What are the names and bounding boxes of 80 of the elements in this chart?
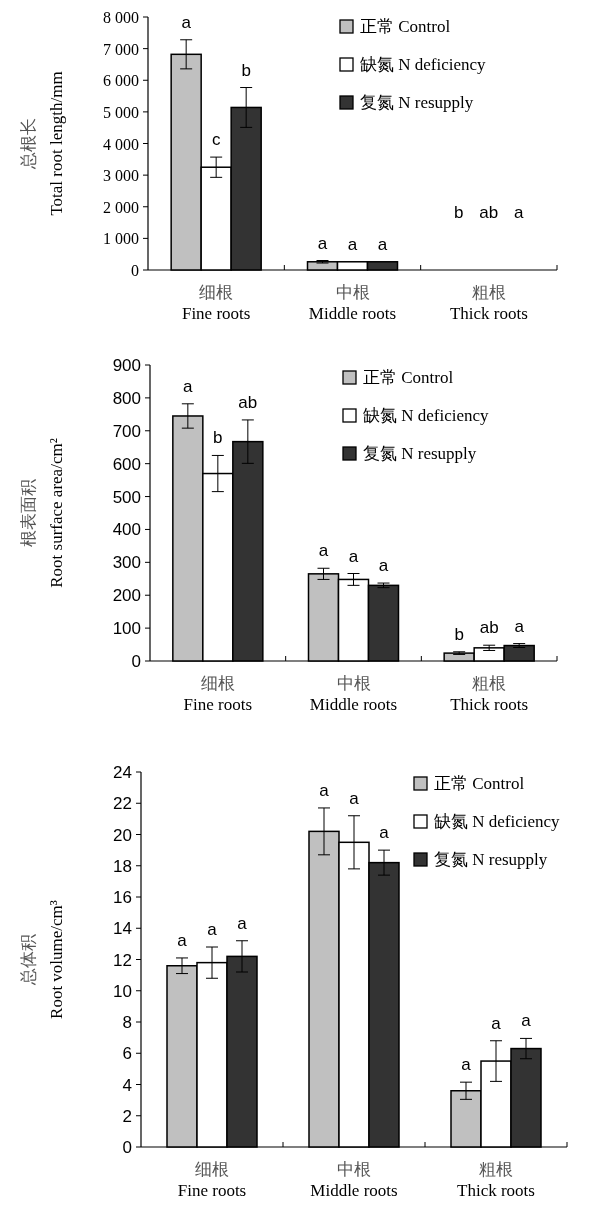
y-tick-label: 10 bbox=[113, 981, 132, 1001]
data-label: a bbox=[379, 823, 390, 843]
data-label: a bbox=[378, 556, 389, 576]
y-tick-label: 24 bbox=[113, 763, 132, 782]
legend-label: 缺氮 N deficiency bbox=[360, 55, 487, 74]
y-tick-label: 12 bbox=[113, 950, 132, 970]
x-tick-label: 粗根 Thick roots bbox=[457, 1160, 535, 1200]
y-axis-title: 根表面积 Root surface area/cm² bbox=[19, 438, 66, 588]
y-tick-label: 8 000 bbox=[103, 9, 139, 26]
y-tick-label: 20 bbox=[113, 825, 132, 845]
y-tick-label: 7 000 bbox=[103, 40, 139, 58]
legend-label: 复氮 N resupply bbox=[360, 93, 474, 112]
data-label: a bbox=[237, 913, 248, 933]
data-label: a bbox=[521, 1011, 532, 1031]
data-label: a bbox=[347, 234, 358, 254]
y-tick-label: 1 000 bbox=[103, 230, 139, 248]
data-label: b bbox=[241, 60, 251, 80]
data-label: a bbox=[181, 12, 192, 32]
data-label: a bbox=[317, 233, 328, 253]
y-tick-label: 16 bbox=[113, 888, 132, 907]
data-label: a bbox=[491, 1013, 502, 1033]
x-tick-label: 细根 Fine roots bbox=[183, 674, 253, 714]
data-label: a bbox=[207, 920, 218, 939]
data-label: c bbox=[211, 130, 221, 150]
y-tick-label: 8 bbox=[122, 1013, 132, 1032]
legend-label: 缺氮 N deficiency bbox=[434, 812, 561, 831]
data-label: a bbox=[377, 234, 388, 254]
y-tick-label: 18 bbox=[113, 856, 132, 876]
y-tick-label: 0 bbox=[122, 1138, 132, 1157]
y-tick-label: 22 bbox=[113, 794, 132, 814]
data-label: a bbox=[318, 541, 329, 561]
text: b bbox=[454, 203, 464, 222]
y-axis-title: 总体积 Root volume/cm³ bbox=[19, 900, 66, 1019]
legend-label: 正常 Control bbox=[360, 17, 451, 36]
y-tick-label: 2 bbox=[122, 1106, 132, 1126]
data-label: a bbox=[319, 780, 330, 800]
y-tick-label: 800 bbox=[112, 388, 141, 408]
data-label: a bbox=[348, 546, 359, 566]
x-tick-label: 中根 Middle roots bbox=[309, 674, 398, 714]
data-label: ab bbox=[238, 392, 258, 412]
x-tick-label: 粗根 Thick roots bbox=[450, 674, 529, 714]
y-tick-label: 600 bbox=[112, 454, 141, 474]
y-tick-label: 4 000 bbox=[103, 135, 139, 153]
text: a bbox=[514, 203, 524, 222]
y-tick-label: 14 bbox=[113, 919, 132, 939]
y-tick-label: 500 bbox=[112, 487, 141, 507]
y-tick-label: 6 000 bbox=[103, 72, 139, 90]
legend-label: 正常 Control bbox=[363, 368, 454, 387]
legend-label: 缺氮 N deficiency bbox=[363, 406, 490, 425]
data-label: a bbox=[514, 616, 525, 636]
x-tick-label: 粗根 Thick roots bbox=[449, 283, 528, 323]
data-label: ab bbox=[479, 618, 499, 638]
legend-label: 复氮 N resupply bbox=[434, 850, 548, 869]
y-tick-label: 0 bbox=[131, 262, 139, 279]
y-tick-label: 3 000 bbox=[103, 167, 139, 185]
x-tick-label: 中根 Middle roots bbox=[310, 1160, 398, 1200]
y-tick-label: 200 bbox=[112, 586, 141, 606]
y-tick-label: 700 bbox=[112, 421, 141, 441]
data-label: a bbox=[349, 788, 360, 808]
y-tick-label: 2 000 bbox=[103, 198, 139, 216]
x-tick-label: 中根 Middle roots bbox=[308, 283, 397, 323]
x-tick-label: 细根 Fine roots bbox=[177, 1160, 247, 1200]
y-tick-label: 100 bbox=[112, 619, 141, 639]
data-label: b bbox=[213, 428, 223, 448]
data-label: a bbox=[461, 1055, 472, 1075]
x-tick-label: 细根 Fine roots bbox=[181, 283, 251, 323]
y-tick-label: 400 bbox=[112, 520, 141, 540]
y-tick-label: 0 bbox=[131, 652, 141, 671]
y-tick-label: 6 bbox=[122, 1044, 132, 1064]
y-tick-label: 4 bbox=[122, 1075, 132, 1095]
legend-label: 正常 Control bbox=[434, 774, 525, 793]
data-label: b bbox=[454, 624, 464, 644]
data-label: a bbox=[177, 930, 188, 950]
y-tick-label: 300 bbox=[112, 553, 141, 573]
text: ab bbox=[479, 203, 499, 222]
y-tick-label: 900 bbox=[112, 356, 141, 375]
y-tick-label: 5 000 bbox=[103, 103, 139, 121]
legend-label: 复氮 N resupply bbox=[363, 444, 477, 463]
y-axis-title: 总根长 Total root length/mm bbox=[19, 71, 66, 216]
data-label: a bbox=[183, 376, 194, 396]
